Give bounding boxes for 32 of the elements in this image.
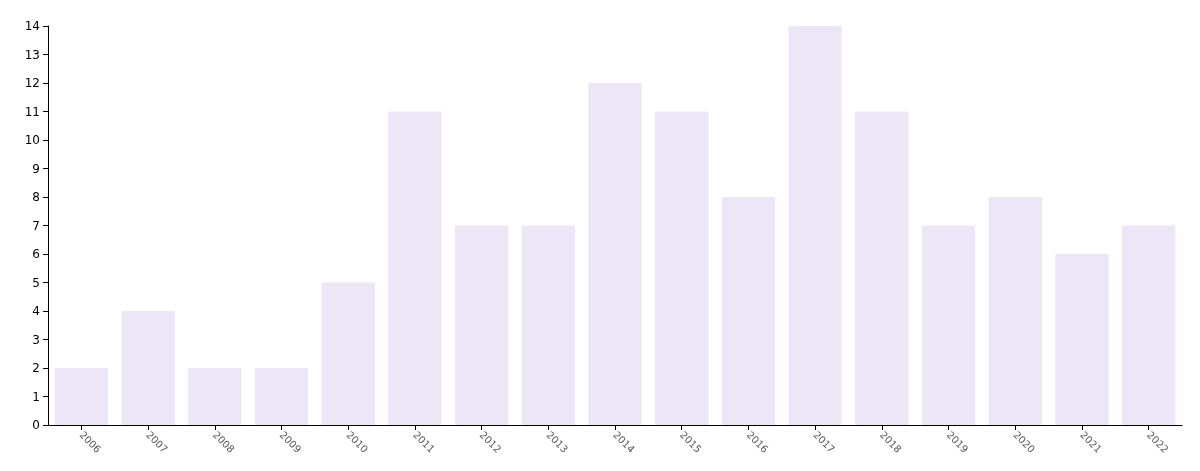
bar — [721, 197, 776, 425]
bar — [1121, 225, 1176, 425]
y-tick-label: 14 — [24, 19, 40, 33]
y-tick-label: 10 — [24, 133, 40, 147]
bar — [921, 225, 976, 425]
bar — [788, 26, 842, 425]
bar — [454, 225, 509, 425]
y-tick-label: 11 — [24, 104, 40, 119]
bar — [855, 111, 909, 425]
y-tick-label: 9 — [32, 161, 40, 176]
bar — [54, 368, 109, 425]
bar — [588, 83, 642, 425]
y-tick-label: 13 — [24, 47, 40, 62]
bar — [388, 111, 442, 425]
y-tick-label: 1 — [32, 389, 40, 404]
y-tick-label: 4 — [32, 304, 40, 318]
bar — [988, 197, 1042, 425]
y-tick-label: 3 — [32, 332, 40, 347]
y-tick-label: 5 — [32, 275, 40, 290]
y-tick-label: 6 — [32, 247, 40, 261]
y-tick-label: 8 — [32, 190, 40, 204]
bar — [188, 368, 242, 425]
bar — [521, 225, 575, 425]
bar — [254, 368, 309, 425]
y-tick-label: 7 — [32, 218, 40, 233]
bar — [1055, 254, 1109, 425]
bar — [121, 311, 175, 425]
y-tick-label: 0 — [32, 418, 40, 432]
y-tick-label: 2 — [32, 361, 40, 375]
bar — [655, 111, 709, 425]
bar — [321, 282, 375, 425]
y-tick-label: 12 — [24, 76, 40, 90]
